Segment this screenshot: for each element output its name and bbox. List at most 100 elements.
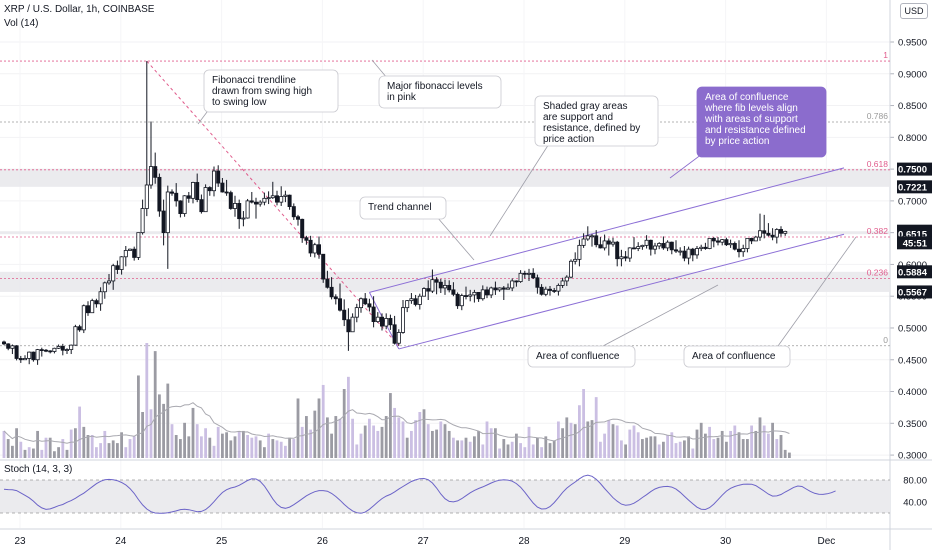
candle (632, 247, 637, 250)
volume-bar (775, 439, 779, 458)
candle (527, 272, 532, 275)
price-label-text: 0.7221 (898, 182, 928, 193)
price-tick-label: 0.4500 (898, 355, 927, 366)
candle (745, 237, 750, 249)
volume-bar (95, 447, 98, 458)
price-tick-label: 0.8500 (898, 101, 927, 112)
callout-text: are support and (543, 112, 613, 123)
candle (157, 176, 162, 212)
fib-level-label: 0.236 (867, 268, 889, 278)
candle (186, 195, 191, 199)
volume-bar (187, 436, 191, 458)
candle (165, 191, 170, 234)
candle (31, 351, 36, 361)
volume-bar (69, 429, 73, 458)
candle (501, 287, 506, 290)
candle (81, 305, 86, 331)
candle (199, 199, 204, 213)
callout-text: and resistance defined (705, 125, 806, 136)
volume-bar (603, 433, 606, 458)
candle (27, 351, 32, 359)
candle (207, 187, 212, 192)
candle (325, 278, 330, 288)
volume-bar (351, 418, 354, 458)
callout-box (203, 69, 339, 113)
candle (283, 194, 288, 197)
volume-bar (552, 440, 556, 458)
volume-bar (452, 437, 455, 458)
time-tick-label: Dec (818, 536, 836, 547)
candle (304, 237, 309, 241)
candle (241, 217, 246, 220)
candle (39, 349, 44, 351)
candle (153, 166, 158, 178)
candle (195, 182, 200, 201)
volume-bar (216, 426, 220, 458)
price-label-text: 0.5884 (898, 267, 928, 278)
candle (375, 316, 380, 323)
volume-ma-line (3, 402, 790, 444)
volume-bar (82, 426, 86, 458)
volume-bar (305, 416, 308, 458)
candle (94, 300, 99, 305)
volume-bar (23, 449, 27, 458)
candle (695, 248, 700, 256)
callout-text: in pink (387, 92, 417, 103)
volume-bar (263, 447, 266, 458)
volume-bar (107, 443, 111, 458)
callout-box (359, 196, 447, 220)
candle (522, 272, 527, 275)
volume-bar (729, 430, 732, 458)
volume-bar (628, 429, 632, 458)
candle (602, 240, 607, 249)
candle (342, 309, 347, 321)
fib-level-label: 0.786 (867, 111, 889, 121)
callout-box (527, 345, 636, 368)
volume-bar (401, 421, 405, 458)
candle (665, 241, 670, 249)
confluence-callout-right: Area of confluence (683, 236, 857, 368)
volume-bar (284, 445, 287, 458)
volume-bar (149, 409, 153, 458)
volume-bar (170, 424, 174, 458)
candle (132, 248, 137, 258)
candle (690, 248, 695, 256)
candle (270, 195, 275, 199)
candle (678, 250, 683, 253)
candle (48, 350, 53, 353)
candle (463, 295, 468, 297)
volume-bar (237, 430, 241, 458)
volume-bar (74, 428, 77, 458)
volume-bar (44, 437, 48, 458)
volume-bar (221, 433, 224, 458)
volume-bar (179, 439, 182, 458)
candle (274, 195, 279, 203)
price-label-text: 0.5567 (898, 287, 927, 298)
volume-bar (405, 437, 409, 458)
candle (732, 243, 737, 250)
volume-bar (523, 447, 527, 458)
candle (619, 256, 624, 260)
volume-bar (468, 441, 472, 458)
volume-bar (355, 444, 359, 458)
volume-bar (620, 440, 623, 458)
volume-bar (464, 437, 468, 458)
callout-text: Major fibonacci levels (387, 81, 483, 92)
candle (52, 347, 57, 352)
volume-bar (498, 448, 501, 458)
volume-bar (359, 433, 363, 458)
candle (127, 248, 132, 251)
volume-bar (607, 420, 611, 458)
candle (392, 324, 397, 344)
candle (2, 341, 7, 345)
stoch-label: Stoch (14, 3, 3) (4, 464, 73, 475)
volume-bar (510, 441, 514, 458)
currency-button[interactable]: USD (900, 3, 928, 19)
fib-level-label: 1 (883, 50, 888, 60)
candle (174, 192, 179, 202)
callout-box (696, 86, 827, 158)
volume-bar (397, 417, 401, 458)
volume-bar (48, 437, 52, 458)
